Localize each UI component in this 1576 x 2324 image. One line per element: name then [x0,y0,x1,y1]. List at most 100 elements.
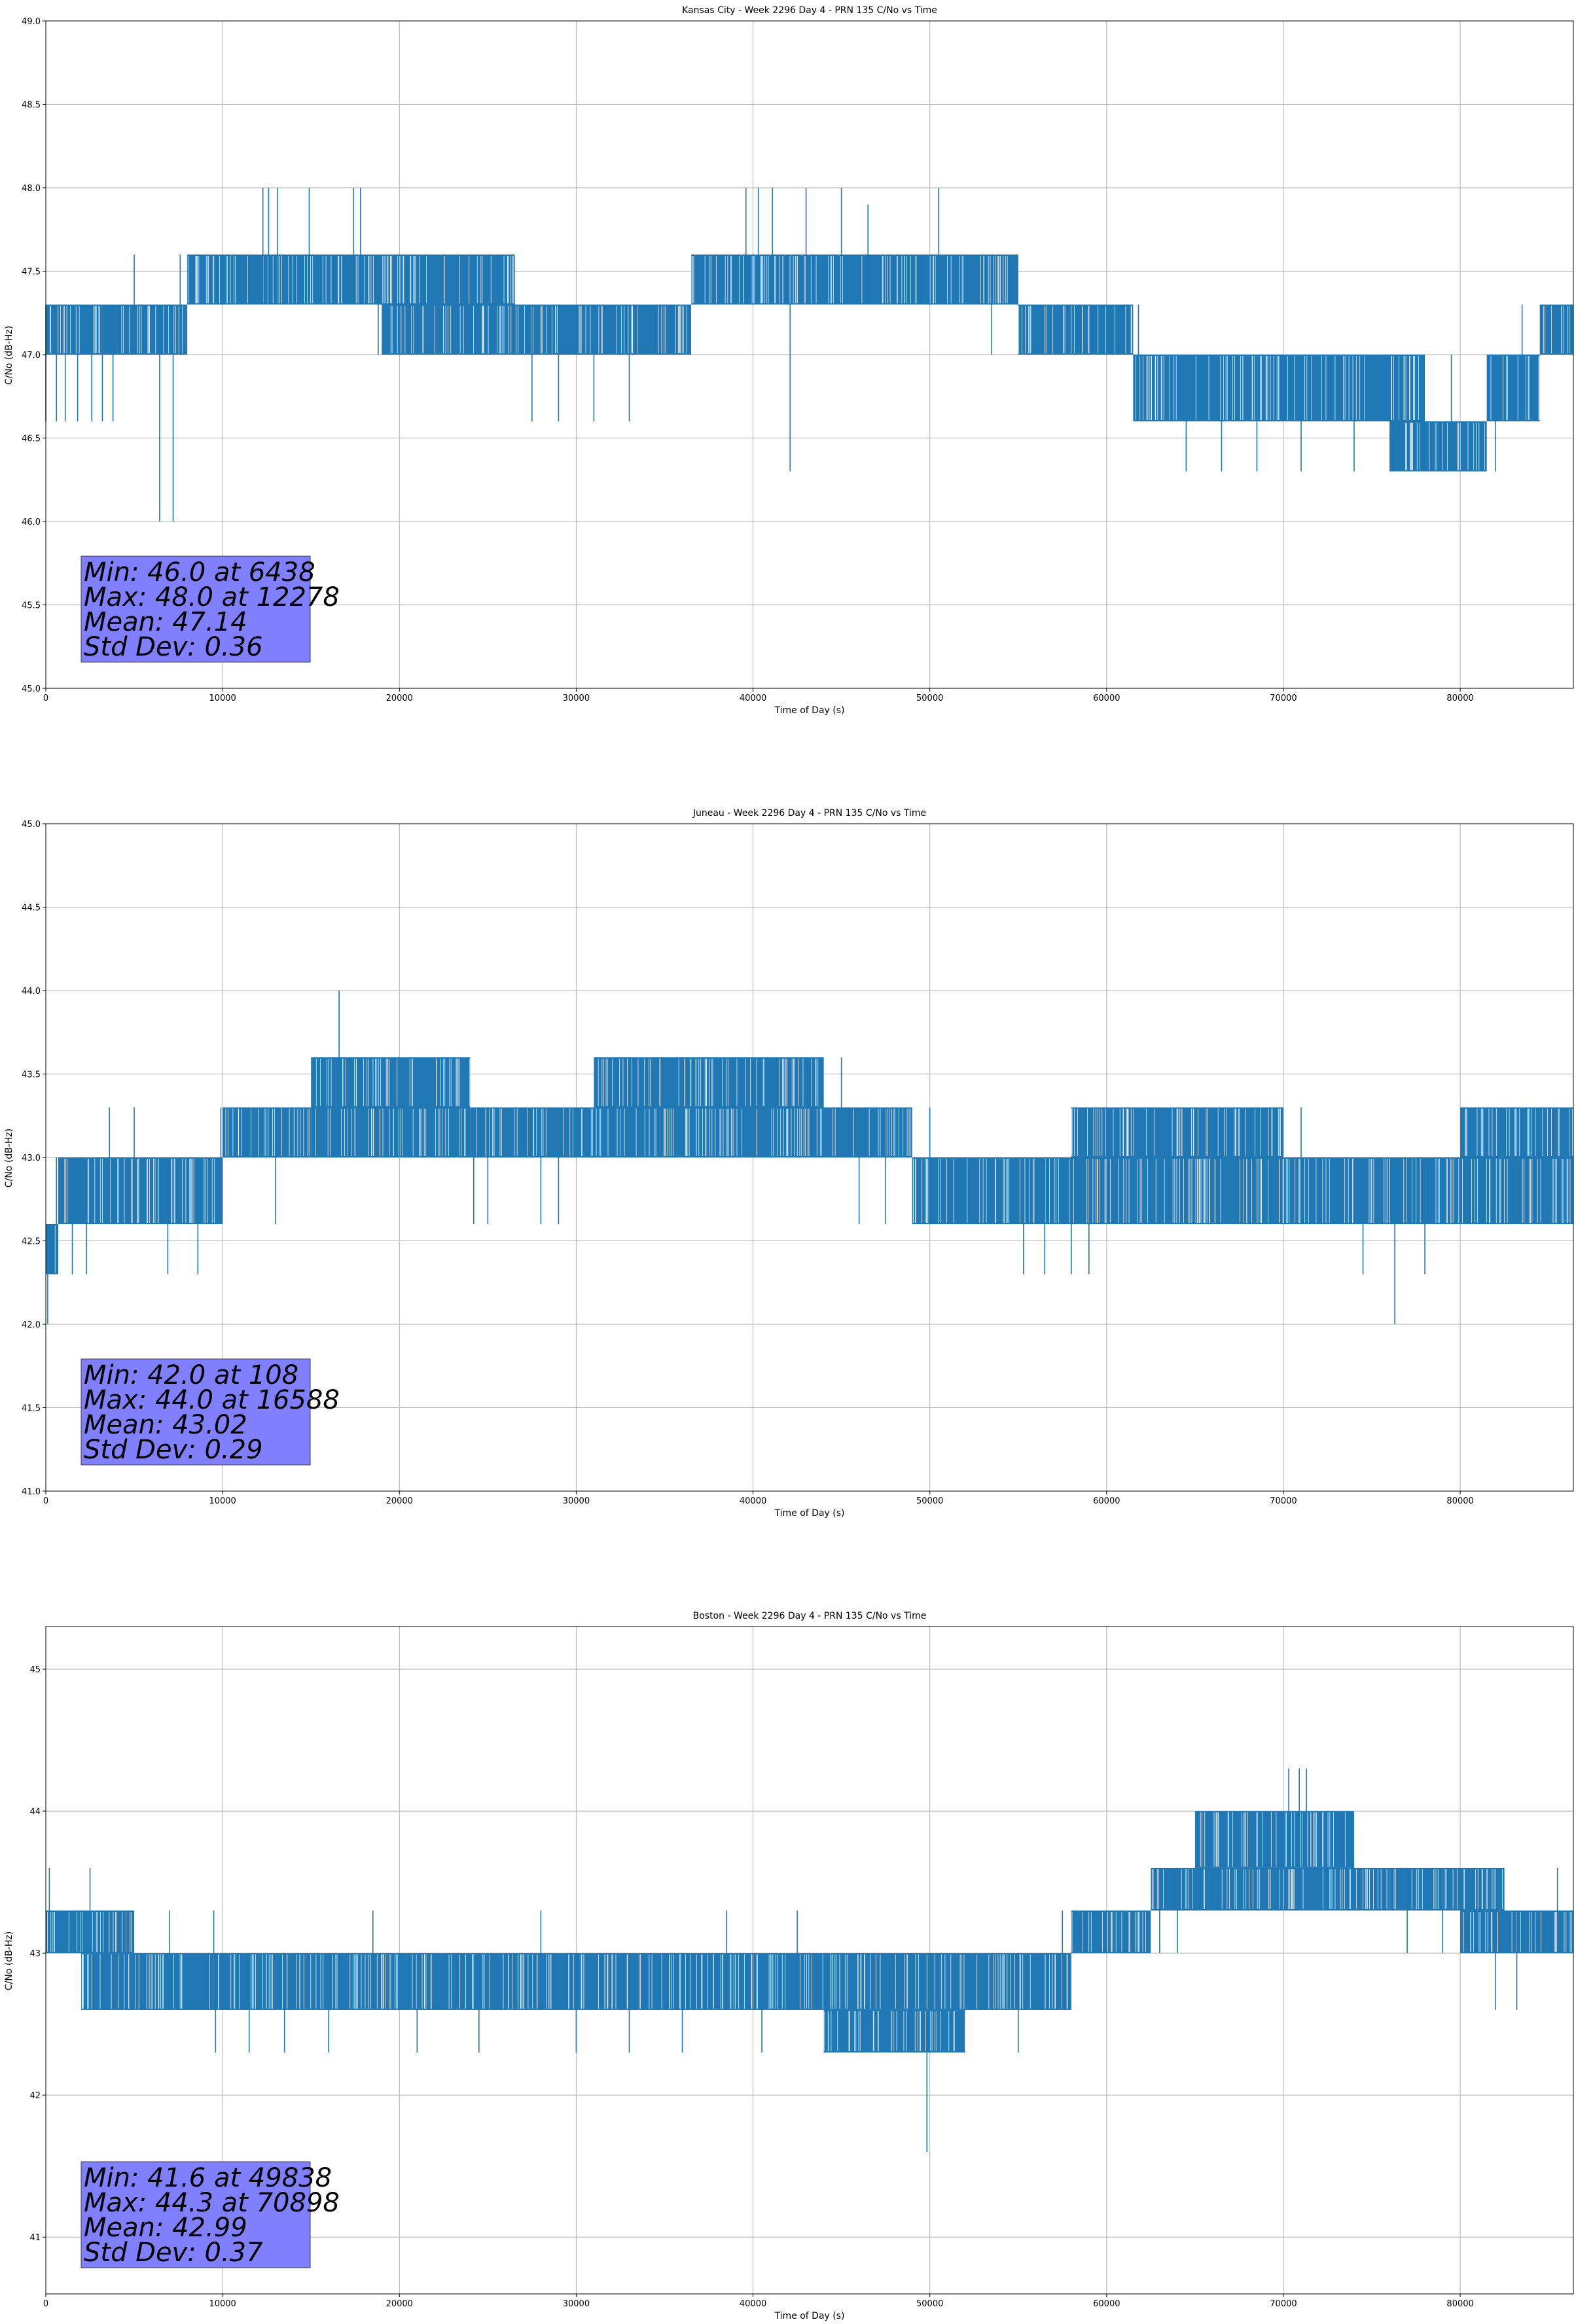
stats-max: Max: 48.0 at 12278 [84,582,340,612]
y-tick-label: 47.5 [22,268,41,277]
stats-box: Min: 42.0 at 108 Max: 44.0 at 16588 Mean… [81,1358,340,1466]
stats-box-background [81,555,311,663]
x-tick-label: 60000 [1093,2299,1120,2309]
chart-title: Juneau - Week 2296 Day 4 - PRN 135 C/No … [692,808,926,819]
stats-min: Min: 42.0 at 108 [84,1360,298,1390]
x-tick-label: 30000 [563,1496,590,1506]
signal-band [46,304,117,355]
signal-band [470,1107,912,1157]
stats-mean: Mean: 43.02 [84,1410,247,1440]
x-axis-label: Time of Day (s) [774,2311,845,2321]
x-axis-label: Time of Day (s) [774,705,845,716]
y-tick-label: 44.5 [22,904,41,913]
signal-band [187,255,514,305]
stats-std-dev: Std Dev: 0.36 [84,632,263,662]
x-tick-label: 20000 [386,1496,413,1506]
signal-band [116,304,188,355]
y-tick-label: 46.5 [22,434,41,444]
signal-band [1486,355,1540,421]
y-tick-label: 47.0 [22,351,41,361]
y-axis-label: C/No (dB-Hz) [4,326,14,385]
x-tick-label: 70000 [1270,694,1297,703]
x-tick-label: 30000 [563,2299,590,2309]
stats-std-dev: Std Dev: 0.29 [84,1435,263,1465]
x-tick-label: 70000 [1270,2299,1297,2309]
signal-band [594,1057,824,1108]
stats-min: Min: 46.0 at 6438 [84,557,315,588]
signal-band [223,1107,312,1157]
y-tick-label: 43.0 [22,1153,41,1163]
x-tick-label: 80000 [1446,694,1473,703]
y-axis-label: C/No (dB-Hz) [4,1129,14,1188]
stats-min: Min: 41.6 at 49838 [84,2163,332,2193]
x-tick-label: 50000 [916,1496,943,1506]
x-tick-label: 20000 [386,694,413,703]
signal-band [1071,1107,1283,1157]
y-axis-ticks: 41.0 41.5 42.0 42.5 43.0 43.5 44.0 44.5 45.0 [22,820,46,1497]
signal-band [637,304,692,355]
signal-band [1389,421,1487,472]
x-axis-ticks: 0 10000 20000 30000 40000 50000 60000 70000 8000… [43,1491,1474,1506]
x-tick-label: 40000 [740,2299,766,2309]
y-tick-label: 45.0 [22,684,41,694]
y-tick-label: 41.0 [22,1487,41,1497]
stats-std-dev: Std Dev: 0.37 [84,2238,263,2268]
chart-title: Kansas City - Week 2296 Day 4 - PRN 135 … [682,5,937,16]
stats-mean: Mean: 42.99 [84,2213,247,2243]
stats-max: Max: 44.3 at 70898 [84,2188,340,2218]
x-tick-label: 30000 [563,694,590,703]
stats-max: Max: 44.0 at 16588 [84,1385,340,1415]
x-tick-label: 0 [43,2299,48,2309]
y-axis-ticks: 41 42 43 44 45 [29,1665,46,2243]
grid-lines [45,1627,1573,2294]
x-tick-label: 10000 [209,2299,236,2309]
x-tick-label: 10000 [209,694,236,703]
x-tick-label: 80000 [1446,1496,1473,1506]
y-tick-label: 42.0 [22,1320,41,1330]
y-tick-label: 45.0 [22,820,41,830]
y-tick-label: 45.5 [22,601,41,611]
signal-band [691,255,1018,305]
x-tick-label: 60000 [1093,1496,1120,1506]
signal-band [1018,304,1134,355]
chart-panel-boston: Boston - Week 2296 Day 4 - PRN 135 C/No … [4,1611,1574,2321]
chart-panel-juneau: Juneau - Week 2296 Day 4 - PRN 135 C/No … [4,808,1574,1519]
signal-band [58,1157,223,1224]
x-tick-label: 60000 [1093,694,1120,703]
plot-frame [45,1626,1574,2295]
x-tick-label: 0 [43,1496,48,1506]
y-tick-label: 41.5 [22,1404,41,1414]
signal-band [541,304,638,355]
signal-band [912,1157,1573,1224]
stats-box-background [81,1358,311,1466]
y-axis-ticks: 45.0 45.5 46.0 46.5 47.0 47.5 48.0 48.5 49.0 [22,17,46,694]
x-axis-ticks: 0 10000 20000 30000 40000 50000 60000 70000 8000… [43,688,1474,703]
x-tick-label: 40000 [740,1496,766,1506]
data-series [45,991,1573,1324]
signal-band [382,304,541,355]
y-axis-label: C/No (dB-Hz) [4,1931,14,1990]
stats-box-background [81,2161,311,2268]
x-axis-label: Time of Day (s) [774,1508,845,1519]
x-tick-label: 70000 [1270,1496,1297,1506]
y-tick-label: 43 [29,1949,41,1959]
y-tick-label: 43.5 [22,1070,41,1080]
y-tick-label: 44 [29,1807,41,1817]
stats-box: Min: 41.6 at 49838 Max: 44.3 at 70898 Me… [81,2161,340,2268]
y-tick-label: 46.0 [22,518,41,527]
x-tick-label: 80000 [1446,2299,1473,2309]
signal-band [1194,1811,1355,1868]
stats-mean: Mean: 47.14 [84,607,247,637]
x-tick-label: 10000 [209,1496,236,1506]
chart-panel-kansas-city: Kansas City - Week 2296 Day 4 - PRN 135 … [4,5,1574,716]
signal-band [1460,1107,1573,1157]
stats-box: Min: 46.0 at 6438 Max: 48.0 at 12278 Mea… [81,555,340,663]
y-tick-label: 49.0 [22,17,41,27]
y-tick-label: 48.0 [22,184,41,194]
x-tick-label: 0 [43,694,48,703]
x-tick-label: 40000 [740,694,766,703]
y-tick-label: 41 [29,2233,41,2243]
x-tick-label: 20000 [386,2299,413,2309]
data-series [46,1769,1573,2152]
y-tick-label: 48.5 [22,101,41,111]
